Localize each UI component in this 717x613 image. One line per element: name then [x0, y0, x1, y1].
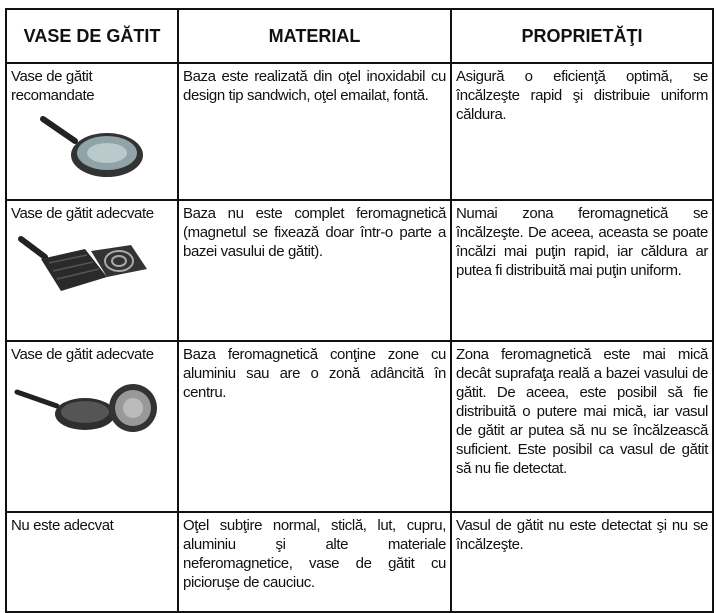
page: VASE DE GĂTIT MATERIAL PROPRIETĂŢI Vase … [5, 8, 714, 613]
row: Nu este adecvat Oţel subţire normal, sti… [5, 511, 714, 613]
cell: Baza nu este complet feromagnetică (magn… [177, 199, 452, 342]
cell: Numai zona feromagnetică se încălzeşte. … [450, 199, 714, 342]
cell: Zona feromagnetică este mai mică decât s… [450, 340, 714, 513]
pan-icon [40, 116, 143, 177]
cell: Baza este realizată din oţel inoxidabil … [177, 62, 452, 201]
cell-text: Vase de gătit adecvate [11, 346, 154, 363]
cell-text: Vase de gătit adecvate [11, 205, 154, 222]
grill-pan-icon [18, 236, 147, 291]
cell: Baza feromagnetică conţine zone cu alumi… [177, 340, 452, 513]
header-cell: PROPRIETĂŢI [450, 8, 714, 64]
cell: Vase de gătit recomandate [5, 62, 179, 201]
row: Vase de gătit adecvate Baza feromagnetic… [5, 340, 714, 513]
cell-text: Vase de gătit recomandate [11, 68, 95, 104]
header-cell: MATERIAL [177, 8, 452, 64]
header-cell: VASE DE GĂTIT [5, 8, 179, 64]
cell: Vase de gătit adecvate [5, 340, 179, 513]
row: Vase de gătit adecvate Baza nu este comp… [5, 199, 714, 342]
cell: Oţel subţire normal, sticlă, lut, cupru,… [177, 511, 452, 613]
cell: Asigură o eficienţă optimă, se încălzeşt… [450, 62, 714, 201]
header-row: VASE DE GĂTIT MATERIAL PROPRIETĂŢI [5, 8, 714, 64]
cell: Nu este adecvat [5, 511, 179, 613]
cell: Vase de gătit adecvate [5, 199, 179, 342]
cell: Vasul de gătit nu este detectat şi nu se… [450, 511, 714, 613]
row: Vase de gătit recomandate Baza este real… [5, 62, 714, 201]
pan-icon [14, 384, 157, 432]
cookware-table: VASE DE GĂTIT MATERIAL PROPRIETĂŢI Vase … [5, 8, 714, 613]
